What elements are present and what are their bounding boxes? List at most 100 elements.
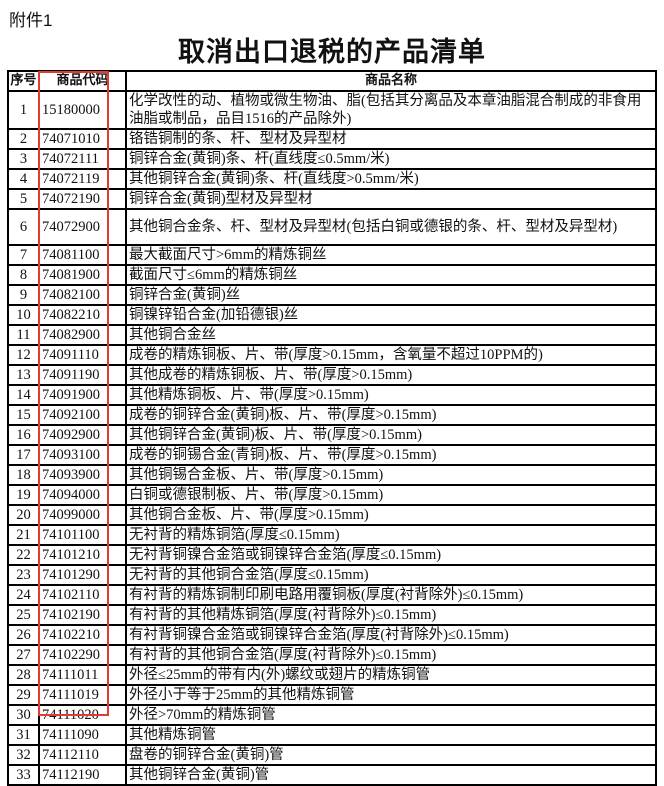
product-name: 有衬背铜镍合金箔或铜镍锌合金箔(厚度(衬背除外)≤0.15mm) <box>125 624 657 646</box>
row-number: 29 <box>7 684 40 706</box>
product-name: 最大截面尺寸>6mm的精炼铜丝 <box>125 244 657 266</box>
product-code: 74072119 <box>38 168 127 190</box>
product-name: 铜锌合金(黄铜)丝 <box>125 284 657 306</box>
row-number: 16 <box>7 424 40 446</box>
product-name: 外径>70mm的精炼铜管 <box>125 704 657 726</box>
table-header-row: 序号 商品代码 商品名称 <box>7 70 657 92</box>
row-number: 27 <box>7 644 40 666</box>
table-row: 29 74111019 外径小于等于25mm的其他精炼铜管 <box>7 684 657 706</box>
product-code: 74094000 <box>38 484 127 506</box>
table-row: 33 74112190 其他铜锌合金(黄铜)管 <box>7 764 657 786</box>
product-name: 有衬背的其他铜合金箔(厚度(衬背除外)≤0.15mm) <box>125 644 657 666</box>
table-row: 3 74072111 铜锌合金(黄铜)条、杆(直线度≤0.5mm/米) <box>7 148 657 170</box>
product-name: 无衬背铜镍合金箔或铜镍锌合金箔(厚度≤0.15mm) <box>125 544 657 566</box>
product-code: 74102110 <box>38 584 127 606</box>
table-row: 31 74111090 其他精炼铜管 <box>7 724 657 746</box>
table-row: 10 74082210 铜镍锌铅合金(加铅德银)丝 <box>7 304 657 326</box>
row-number: 18 <box>7 464 40 486</box>
table-row: 30 74111020 外径>70mm的精炼铜管 <box>7 704 657 726</box>
product-code: 74111020 <box>38 704 127 726</box>
product-code: 74112110 <box>38 744 127 766</box>
table-row: 17 74093100 成卷的铜锡合金(青铜)板、片、带(厚度>0.15mm) <box>7 444 657 466</box>
row-number: 22 <box>7 544 40 566</box>
product-code: 74111090 <box>38 724 127 746</box>
product-name: 其他铜锡合金板、片、带(厚度>0.15mm) <box>125 464 657 486</box>
product-name: 铜锌合金(黄铜)型材及异型材 <box>125 188 657 210</box>
product-name: 截面尺寸≤6mm的精炼铜丝 <box>125 264 657 286</box>
product-name: 有衬背的精炼铜制印刷电路用覆铜板(厚度(衬背除外)≤0.15mm) <box>125 584 657 606</box>
row-number: 21 <box>7 524 40 546</box>
product-code: 74092100 <box>38 404 127 426</box>
product-name: 有衬背的其他精炼铜箔(厚度(衬背除外)≤0.15mm) <box>125 604 657 626</box>
product-name: 其他铜合金丝 <box>125 324 657 346</box>
product-code: 74102210 <box>38 624 127 646</box>
row-number: 12 <box>7 344 40 366</box>
row-number: 17 <box>7 444 40 466</box>
product-code: 74082900 <box>38 324 127 346</box>
product-code: 74071010 <box>38 128 127 150</box>
row-number: 26 <box>7 624 40 646</box>
product-code: 74091110 <box>38 344 127 366</box>
row-number: 31 <box>7 724 40 746</box>
table-row: 25 74102190 有衬背的其他精炼铜箔(厚度(衬背除外)≤0.15mm) <box>7 604 657 626</box>
table-row: 4 74072119 其他铜锌合金(黄铜)条、杆(直线度>0.5mm/米) <box>7 168 657 190</box>
row-number: 2 <box>7 128 40 150</box>
table-row: 11 74082900 其他铜合金丝 <box>7 324 657 346</box>
table-row: 1 15180000 化学改性的动、植物或微生物油、脂(包括其分离品及本章油脂混合制… <box>7 90 657 130</box>
page-title: 取消出口退税的产品清单 <box>178 37 486 68</box>
table-row: 22 74101210 无衬背铜镍合金箔或铜镍锌合金箔(厚度≤0.15mm) <box>7 544 657 566</box>
product-code: 74081900 <box>38 264 127 286</box>
row-number: 32 <box>7 744 40 766</box>
product-code: 74111019 <box>38 684 127 706</box>
table-row: 28 74111011 外径≤25mm的带有内(外)螺纹或翅片的精炼铜管 <box>7 664 657 686</box>
product-code: 74081100 <box>38 244 127 266</box>
product-name: 铜镍锌铅合金(加铅德银)丝 <box>125 304 657 326</box>
product-name: 其他精炼铜板、片、带(厚度>0.15mm) <box>125 384 657 406</box>
row-number: 8 <box>7 264 40 286</box>
product-code: 74093900 <box>38 464 127 486</box>
table-row: 6 74072900 其他铜合金条、杆、型材及异型材(包括白铜或德银的条、杆、型材及… <box>7 208 657 246</box>
product-name: 其他精炼铜管 <box>125 724 657 746</box>
product-code: 74092900 <box>38 424 127 446</box>
table-row: 5 74072190 铜锌合金(黄铜)型材及异型材 <box>7 188 657 210</box>
row-number: 3 <box>7 148 40 170</box>
row-number: 15 <box>7 404 40 426</box>
table-row: 8 74081900 截面尺寸≤6mm的精炼铜丝 <box>7 264 657 286</box>
product-name: 盘卷的铜锌合金(黄铜)管 <box>125 744 657 766</box>
product-name: 白铜或德银制板、片、带(厚度>0.15mm) <box>125 484 657 506</box>
row-number: 7 <box>7 244 40 266</box>
row-number: 20 <box>7 504 40 526</box>
product-name: 其他铜锌合金(黄铜)板、片、带(厚度>0.15mm) <box>125 424 657 446</box>
table-row: 14 74091900 其他精炼铜板、片、带(厚度>0.15mm) <box>7 384 657 406</box>
table-row: 9 74082100 铜锌合金(黄铜)丝 <box>7 284 657 306</box>
row-number: 13 <box>7 364 40 386</box>
product-name: 无衬背的精炼铜箔(厚度≤0.15mm) <box>125 524 657 546</box>
product-name: 无衬背的其他铜合金箔(厚度≤0.15mm) <box>125 564 657 586</box>
row-number: 4 <box>7 168 40 190</box>
table-row: 15 74092100 成卷的铜锌合金(黄铜)板、片、带(厚度>0.15mm) <box>7 404 657 426</box>
table-row: 19 74094000 白铜或德银制板、片、带(厚度>0.15mm) <box>7 484 657 506</box>
header-seq: 序号 <box>7 70 40 92</box>
product-name: 其他成卷的精炼铜板、片、带(厚度>0.15mm) <box>125 364 657 386</box>
row-number: 1 <box>7 90 40 130</box>
row-number: 5 <box>7 188 40 210</box>
product-name: 成卷的精炼铜板、片、带(厚度>0.15mm，含氧量不超过10PPM的) <box>125 344 657 366</box>
row-number: 19 <box>7 484 40 506</box>
table-row: 24 74102110 有衬背的精炼铜制印刷电路用覆铜板(厚度(衬背除外)≤0.15… <box>7 584 657 606</box>
row-number: 10 <box>7 304 40 326</box>
product-code: 74102290 <box>38 644 127 666</box>
row-number: 9 <box>7 284 40 306</box>
product-code: 74111011 <box>38 664 127 686</box>
product-code: 74101210 <box>38 544 127 566</box>
row-number: 6 <box>7 208 40 246</box>
product-name: 外径≤25mm的带有内(外)螺纹或翅片的精炼铜管 <box>125 664 657 686</box>
row-number: 24 <box>7 584 40 606</box>
row-number: 30 <box>7 704 40 726</box>
row-number: 28 <box>7 664 40 686</box>
table-row: 27 74102290 有衬背的其他铜合金箔(厚度(衬背除外)≤0.15mm) <box>7 644 657 666</box>
attachment-label: 附件1 <box>9 11 53 30</box>
product-code: 15180000 <box>38 90 127 130</box>
table-row: 20 74099000 其他铜合金板、片、带(厚度>0.15mm) <box>7 504 657 526</box>
product-name: 成卷的铜锡合金(青铜)板、片、带(厚度>0.15mm) <box>125 444 657 466</box>
header-code: 商品代码 <box>38 70 127 92</box>
